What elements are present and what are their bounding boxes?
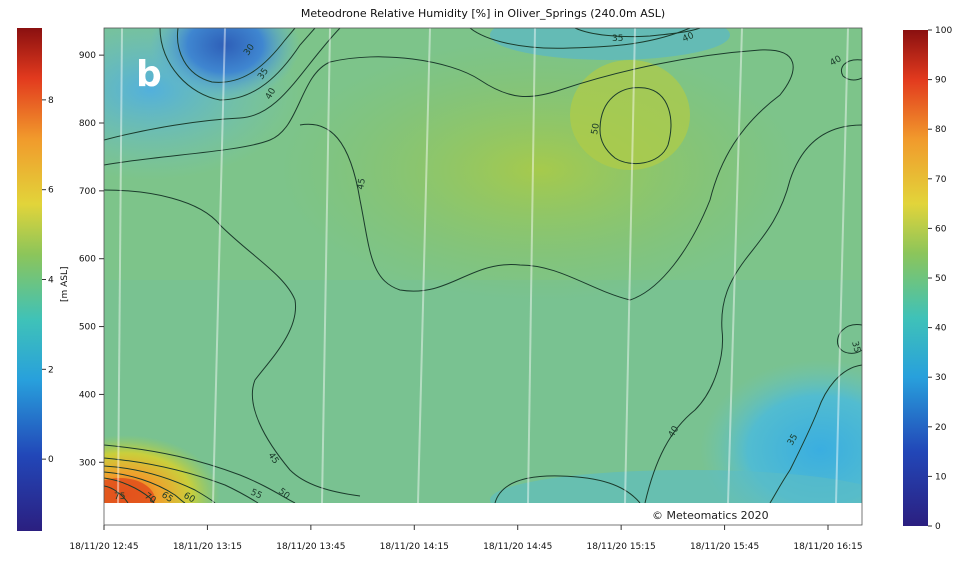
contour-line [104, 49, 794, 301]
y-tick-label: 900 [79, 51, 96, 61]
right-colorbar-tick-label: 100 [935, 26, 952, 36]
heatmap-zone-dry [150, 28, 300, 100]
contour-line [159, 28, 316, 101]
x-tick-label: 18/11/20 14:15 [380, 542, 449, 552]
y-tick-label: 400 [79, 390, 96, 400]
contour-label: 35 [849, 340, 862, 354]
y-tick-label: 300 [79, 458, 96, 468]
x-tick-label: 18/11/20 15:45 [690, 542, 759, 552]
right-colorbar [903, 30, 928, 526]
contour-line [104, 477, 155, 503]
right-colorbar-tick-label: 10 [935, 472, 947, 482]
flight-track [321, 28, 331, 503]
left-colorbar-tick-label: 4 [48, 276, 54, 286]
contour-line [104, 28, 341, 141]
contour-label: 55 [249, 488, 264, 502]
heatmap-zone-green [570, 60, 690, 170]
heatmap-zone-lowright [490, 470, 862, 503]
contour-label: 40 [681, 31, 696, 45]
x-tick-label: 18/11/20 13:15 [173, 542, 242, 552]
heatmap-zone-humid [104, 478, 155, 503]
contour-label: 35 [786, 433, 800, 448]
left-colorbar-tick-label: 2 [48, 365, 54, 375]
x-tick-label: 18/11/20 14:45 [483, 542, 552, 552]
contour-line [574, 28, 701, 38]
right-colorbar-tick-label: 70 [935, 175, 947, 185]
right-colorbar-tick-label: 20 [935, 423, 947, 433]
x-tick-label: 18/11/20 15:15 [587, 542, 656, 552]
x-tick-label: 18/11/20 13:45 [276, 542, 345, 552]
heatmap-zone-green [280, 40, 800, 300]
y-tick-label: 500 [79, 323, 96, 333]
contour-label: 50 [590, 122, 602, 135]
flight-track [212, 28, 226, 503]
contour-line [599, 87, 672, 165]
contour-label: 75 [114, 492, 125, 502]
flight-track [417, 28, 431, 503]
flight-track [527, 28, 536, 503]
heatmap-zone-topright [490, 28, 730, 60]
left-colorbar-tick-label: 6 [48, 186, 54, 196]
plot-area [104, 28, 862, 503]
copyright-text: © Meteomatics 2020 [652, 509, 769, 522]
y-axis: 300 400 500 600 700 800 900 [79, 51, 104, 468]
contour-line [840, 59, 862, 81]
right-colorbar-tick-label: 50 [935, 274, 947, 284]
right-colorbar-tick-label: 0 [935, 522, 941, 532]
contour-line [469, 28, 691, 49]
y-tick-label: 600 [79, 255, 96, 265]
x-axis: 18/11/20 12:45 18/11/20 13:15 18/11/20 13:… [69, 525, 863, 552]
flight-track [624, 28, 636, 503]
right-colorbar-ticks: 0 10 20 30 40 50 60 70 80 90 100 [928, 26, 952, 532]
contour-line [176, 28, 296, 83]
contour-line [104, 444, 296, 503]
x-tick-label: 18/11/20 12:45 [69, 542, 138, 552]
right-colorbar-tick-label: 90 [935, 76, 947, 86]
right-colorbar-tick-label: 60 [935, 224, 947, 234]
right-colorbar-tick-label: 30 [935, 373, 947, 383]
flight-track [835, 28, 849, 503]
contour-line [104, 465, 216, 503]
left-colorbar-ticks: 0 2 4 6 8 [42, 96, 54, 465]
chart-title: Meteodrone Relative Humidity [%] in Oliv… [301, 7, 665, 20]
heatmap-zone-lowright [700, 360, 862, 503]
right-colorbar-tick-label: 80 [935, 125, 947, 135]
contour-line [769, 364, 862, 503]
contour-line [494, 475, 641, 503]
contour-label: 35 [612, 34, 623, 44]
plot-frame [103, 27, 863, 526]
left-colorbar-label: [m ASL] [60, 266, 70, 302]
right-colorbar-tick-label: 40 [935, 324, 947, 334]
x-tick-label: 18/11/20 16:15 [793, 542, 862, 552]
contour-line [104, 189, 361, 497]
flight-track [117, 28, 123, 503]
contour-label: 45 [356, 178, 368, 191]
contour-line [104, 485, 129, 503]
copyright-strip [104, 503, 862, 525]
y-tick-label: 800 [79, 119, 96, 129]
left-colorbar [17, 28, 42, 531]
y-tick-label: 700 [79, 187, 96, 197]
left-colorbar-tick-label: 0 [48, 455, 54, 465]
left-colorbar-tick-label: 8 [48, 96, 54, 106]
panel-badge: b [136, 54, 162, 95]
flight-track [727, 28, 743, 503]
contour-line [644, 124, 862, 503]
contour-line [104, 457, 259, 503]
contour-line [104, 471, 186, 503]
contour-line [836, 324, 862, 354]
